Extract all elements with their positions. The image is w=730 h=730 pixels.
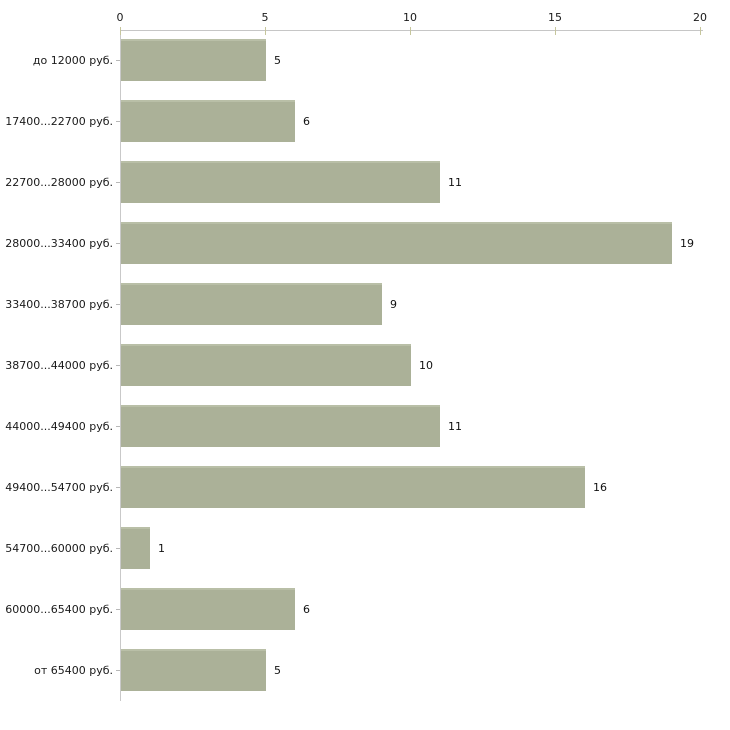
bar-row: 38700...44000 руб. 10 (0, 335, 730, 396)
category-label: 38700...44000 руб. (5, 359, 113, 372)
category-tick-mark (116, 609, 120, 610)
bar (121, 100, 295, 142)
x-axis-line (120, 30, 703, 31)
bar-row: 49400...54700 руб. 16 (0, 457, 730, 518)
bar-value-label: 10 (419, 359, 433, 372)
y-axis-line (120, 30, 121, 701)
category-label: 33400...38700 руб. (5, 298, 113, 311)
x-tick-mark (410, 27, 411, 35)
bar (121, 466, 585, 508)
bar-row: 44000...49400 руб. 11 (0, 396, 730, 457)
category-tick-mark (116, 548, 120, 549)
category-label: 44000...49400 руб. (5, 420, 113, 433)
category-label: 28000...33400 руб. (5, 237, 113, 250)
category-label: 60000...65400 руб. (5, 603, 113, 616)
category-tick-mark (116, 487, 120, 488)
category-tick-mark (116, 304, 120, 305)
category-tick-mark (116, 670, 120, 671)
x-tick-mark (265, 27, 266, 35)
bar-row: 28000...33400 руб. 19 (0, 213, 730, 274)
category-label: 22700...28000 руб. (5, 176, 113, 189)
category-label: 17400...22700 руб. (5, 115, 113, 128)
bar (121, 222, 672, 264)
bar-row: 33400...38700 руб. 9 (0, 274, 730, 335)
bar (121, 588, 295, 630)
category-label: от 65400 руб. (34, 664, 113, 677)
bar (121, 527, 150, 569)
category-tick-mark (116, 60, 120, 61)
category-label: 54700...60000 руб. (5, 542, 113, 555)
bar-row: от 65400 руб. 5 (0, 640, 730, 701)
category-label: 49400...54700 руб. (5, 481, 113, 494)
bar-value-label: 11 (448, 420, 462, 433)
bar-row: 60000...65400 руб. 6 (0, 579, 730, 640)
category-tick-mark (116, 365, 120, 366)
bar-value-label: 1 (158, 542, 165, 555)
bar-value-label: 9 (390, 298, 397, 311)
x-tick-mark (120, 27, 121, 35)
x-tick-label: 20 (693, 11, 707, 24)
bar (121, 649, 266, 691)
x-tick-mark (555, 27, 556, 35)
bar-row: 17400...22700 руб. 6 (0, 91, 730, 152)
bar (121, 161, 440, 203)
bar-value-label: 6 (303, 115, 310, 128)
x-tick-label: 5 (261, 11, 269, 24)
x-tick-label: 15 (548, 11, 562, 24)
category-tick-mark (116, 426, 120, 427)
bar-row: 54700...60000 руб. 1 (0, 518, 730, 579)
bar-row: до 12000 руб. 5 (0, 30, 730, 91)
x-tick-label: 10 (403, 11, 417, 24)
x-tick-label: 0 (116, 11, 124, 24)
bar-row: 22700...28000 руб. 11 (0, 152, 730, 213)
category-label: до 12000 руб. (32, 54, 113, 67)
bar (121, 344, 411, 386)
bar-value-label: 11 (448, 176, 462, 189)
x-tick-mark (700, 27, 701, 35)
bar-value-label: 5 (274, 54, 281, 67)
bar-value-label: 5 (274, 664, 281, 677)
bar (121, 283, 382, 325)
bar-value-label: 19 (680, 237, 694, 250)
category-tick-mark (116, 182, 120, 183)
category-tick-mark (116, 121, 120, 122)
bar-value-label: 6 (303, 603, 310, 616)
bar (121, 405, 440, 447)
category-tick-mark (116, 243, 120, 244)
bar-value-label: 16 (593, 481, 607, 494)
bar (121, 39, 266, 81)
